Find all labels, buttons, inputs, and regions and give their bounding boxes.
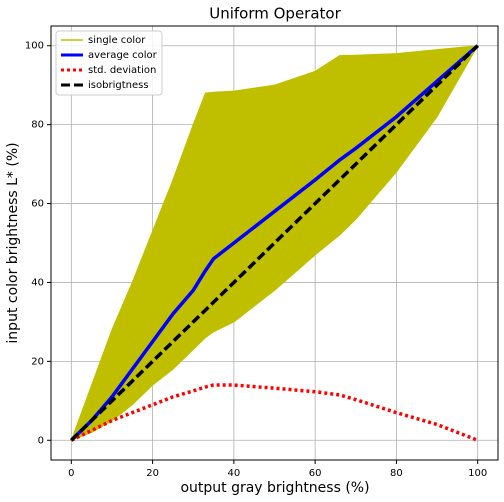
x-axis-label: output gray brightness (%) xyxy=(180,480,369,496)
plot-frame xyxy=(50,25,499,461)
legend-label: isobrigtness xyxy=(88,80,149,91)
data-line xyxy=(70,44,479,442)
legend-label: single color xyxy=(88,35,146,46)
data-line xyxy=(70,44,479,442)
legend-label: average color xyxy=(88,50,158,61)
y-tick-label: 20 xyxy=(31,356,44,367)
data-line xyxy=(70,383,479,442)
y-tick-label: 80 xyxy=(31,120,44,131)
x-tick-label: 0 xyxy=(68,468,74,479)
x-tick-label: 80 xyxy=(390,468,403,479)
y-tick-label: 0 xyxy=(38,435,44,446)
x-tick-label: 100 xyxy=(468,468,487,479)
legend-box xyxy=(55,30,163,96)
y-tick-label: 100 xyxy=(25,41,44,52)
x-tick-label: 20 xyxy=(146,468,159,479)
x-tick-label: 40 xyxy=(227,468,240,479)
x-tick-label: 60 xyxy=(309,468,322,479)
y-axis-label: input color brightness L* (%) xyxy=(5,142,21,343)
y-tick-label: 60 xyxy=(31,199,44,210)
legend-label: std. deviation xyxy=(88,65,156,76)
chart-title: Uniform Operator xyxy=(209,5,341,23)
y-tick-label: 40 xyxy=(31,277,44,288)
